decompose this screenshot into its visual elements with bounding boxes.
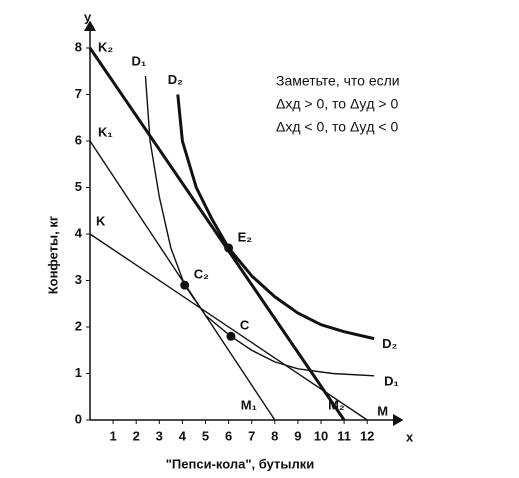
line-label: D₁ [384, 373, 399, 388]
line-label: K [96, 213, 106, 228]
x-tick-label: 2 [133, 428, 140, 443]
x-tick-label: 11 [337, 428, 351, 443]
line-label: K₂ [98, 39, 113, 54]
y-tick-label: 5 [75, 179, 82, 194]
y-tick-label: 0 [75, 411, 82, 426]
annotation: Δxд < 0, то Δyд < 0 [276, 119, 398, 135]
point-label: C [240, 318, 250, 333]
y-tick-label: 8 [75, 39, 82, 54]
y-tick-label: 4 [75, 225, 83, 240]
x-axis-name: x [406, 429, 414, 444]
line-label: D₁ [131, 53, 146, 68]
annotation: Заметьте, что если [276, 73, 400, 89]
y-tick-label: 7 [75, 86, 82, 101]
y-axis-name: y [84, 9, 92, 24]
point [224, 243, 234, 253]
y-tick-label: 2 [75, 318, 82, 333]
x-tick-label: 5 [202, 428, 209, 443]
point [180, 280, 190, 290]
x-tick-label: 12 [360, 428, 374, 443]
x-tick-label: 10 [314, 428, 328, 443]
annotation: Δxд > 0, то Δyд > 0 [276, 96, 398, 112]
point [226, 331, 236, 341]
x-tick-label: 6 [225, 428, 232, 443]
x-tick-label: 8 [271, 428, 278, 443]
y-axis-label: Конфеты, кг [45, 215, 60, 294]
y-tick-label: 1 [75, 365, 82, 380]
x-tick-label: 9 [294, 428, 301, 443]
x-tick-label: 1 [109, 428, 116, 443]
series-line [144, 75, 375, 377]
point-label: C₂ [194, 267, 209, 282]
line-label: D₂ [168, 72, 183, 87]
point-label: E₂ [238, 229, 253, 244]
line-label: M [377, 403, 388, 418]
series-line [176, 94, 375, 341]
series-line [89, 233, 368, 421]
line-label: D₂ [382, 336, 397, 351]
x-tick-label: 3 [156, 428, 163, 443]
x-tick-label: 7 [248, 428, 255, 443]
y-tick-label: 3 [75, 272, 82, 287]
y-tick-label: 6 [75, 132, 82, 147]
x-tick-label: 4 [179, 428, 187, 443]
line-label: M₂ [328, 397, 345, 412]
x-axis-label: "Пепси-кола", бутылки [166, 456, 314, 471]
line-label: M₁ [241, 397, 257, 412]
series-line [88, 47, 346, 421]
line-label: K₁ [98, 124, 113, 139]
